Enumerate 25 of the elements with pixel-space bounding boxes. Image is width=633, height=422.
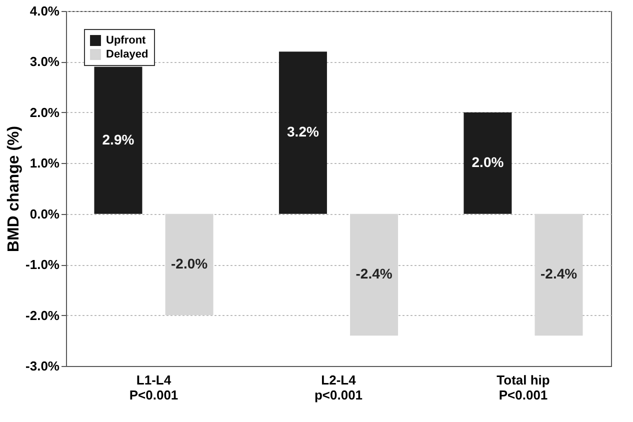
y-tick-label: 3.0%: [30, 54, 60, 70]
data-label: 3.2%: [287, 124, 320, 140]
x-tick-label: Total hip P<0.001: [496, 372, 550, 402]
y-tick-label: 0.0%: [30, 206, 60, 222]
y-tick-label: -2.0%: [26, 308, 60, 323]
y-axis-title: BMD change (%): [6, 126, 23, 252]
y-tick-label: -3.0%: [26, 358, 60, 374]
y-tick-label: 2.0%: [30, 104, 60, 120]
y-tick-label: -1.0%: [26, 257, 60, 272]
y-tick-label: 1.0%: [30, 156, 60, 171]
data-label: -2.0%: [170, 256, 208, 272]
x-tick-label: L1-L4 P<0.001: [129, 372, 178, 402]
data-label: 2.0%: [472, 154, 504, 170]
data-label: -2.4%: [356, 266, 393, 282]
y-tick-label: 4.0%: [30, 4, 60, 18]
bar: [534, 214, 583, 336]
legend-label: Delayed: [106, 48, 148, 60]
bar: [165, 214, 214, 316]
bar: [278, 52, 327, 214]
bar: [350, 214, 398, 336]
data-label: 2.9%: [102, 131, 135, 148]
legend-label: Upfront: [106, 34, 146, 46]
data-label: -2.4%: [540, 266, 578, 282]
bar: [464, 112, 512, 214]
x-tick-label: L2-L4 p<0.001: [314, 372, 363, 402]
